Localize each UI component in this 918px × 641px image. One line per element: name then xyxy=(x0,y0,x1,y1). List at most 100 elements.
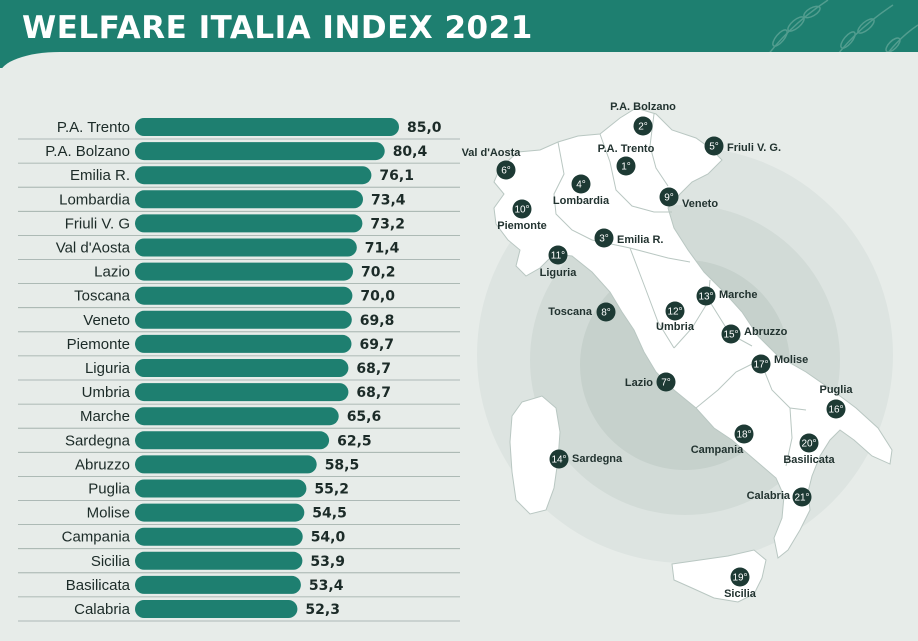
bar xyxy=(135,310,352,329)
bar-row: Marche 65,6 xyxy=(18,407,460,429)
rank-label: 16° xyxy=(828,405,843,416)
category-label: Friuli V. G xyxy=(65,215,130,232)
region-marker: 16° Puglia xyxy=(819,384,853,419)
italy-map: 2° P.A. Bolzano 1° P.A. Trento 5° Friuli V. G… xyxy=(462,101,893,603)
rank-badge xyxy=(571,174,591,194)
rank-label: 7° xyxy=(661,378,671,389)
rank-badge xyxy=(496,160,516,180)
region-label: P.A. Trento xyxy=(598,143,655,155)
region-label: Lombardia xyxy=(553,195,610,207)
rank-label: 2° xyxy=(638,122,648,133)
header-banner: WELFARE ITALIA INDEX 2021 xyxy=(0,0,918,68)
bar-row: Sicilia 53,9 xyxy=(18,551,460,574)
region-marker: 5° Friuli V. G. xyxy=(704,136,781,156)
bar-row: Friuli V. G 73,2 xyxy=(18,214,460,236)
region-label: Val d'Aosta xyxy=(462,147,522,159)
region-label: Liguria xyxy=(540,267,578,279)
bar-row: Lazio 70,2 xyxy=(18,262,460,285)
rank-badge xyxy=(549,449,569,469)
bar-row: Piemonte 69,7 xyxy=(18,334,460,357)
rank-badge xyxy=(594,228,614,248)
rank-badge xyxy=(826,399,846,419)
region-label: Lazio xyxy=(625,377,653,389)
category-label: Sardegna xyxy=(65,432,131,449)
region-marker: 7° Lazio xyxy=(625,372,676,392)
category-label: Val d'Aosta xyxy=(56,240,131,257)
rank-badge xyxy=(734,424,754,444)
region-label: Abruzzo xyxy=(744,326,788,338)
region-label: Molise xyxy=(774,354,808,366)
value-label: 73,2 xyxy=(370,216,405,232)
region-label: Piemonte xyxy=(497,220,547,232)
region-label: Puglia xyxy=(819,384,853,396)
value-label: 62,5 xyxy=(337,433,372,449)
region-marker: 2° P.A. Bolzano xyxy=(610,101,676,136)
rank-label: 1° xyxy=(621,162,631,173)
rank-badge xyxy=(730,567,750,587)
rank-badge xyxy=(512,199,532,219)
region-label: Marche xyxy=(719,289,758,301)
value-label: 68,7 xyxy=(356,385,391,401)
rank-label: 9° xyxy=(664,193,674,204)
category-label: Piemonte xyxy=(67,336,130,353)
rank-label: 20° xyxy=(801,439,816,450)
category-label: Molise xyxy=(87,505,130,522)
bar xyxy=(135,407,339,426)
region-marker: 3° Emilia R. xyxy=(594,228,663,248)
rank-badge xyxy=(659,187,679,207)
region-label: Calabria xyxy=(747,490,791,502)
category-label: P.A. Trento xyxy=(57,119,130,136)
page-title: WELFARE ITALIA INDEX 2021 xyxy=(22,10,533,46)
bar xyxy=(135,503,305,522)
category-label: Calabria xyxy=(74,601,131,618)
value-label: 85,0 xyxy=(407,120,442,136)
bar xyxy=(135,334,352,353)
bar xyxy=(135,142,385,161)
rank-badge xyxy=(665,301,685,321)
value-label: 70,0 xyxy=(360,289,395,305)
rank-badge xyxy=(704,136,724,156)
bar xyxy=(135,190,363,209)
rank-label: 5° xyxy=(709,142,719,153)
rank-label: 8° xyxy=(601,308,611,319)
bar-row: P.A. Bolzano 80,4 xyxy=(18,142,460,164)
bar-row: Umbria 68,7 xyxy=(18,383,460,405)
value-label: 53,4 xyxy=(309,578,344,594)
rank-badge xyxy=(596,302,616,322)
value-label: 65,6 xyxy=(347,409,382,425)
region-marker: 11° Liguria xyxy=(540,245,578,279)
value-label: 52,3 xyxy=(305,602,340,618)
category-label: Lombardia xyxy=(59,191,131,208)
category-label: Marche xyxy=(80,408,130,425)
region-marker: 6° Val d'Aosta xyxy=(462,147,522,180)
rank-badge xyxy=(656,372,676,392)
value-label: 68,7 xyxy=(356,361,391,377)
region-label: Umbria xyxy=(656,321,695,333)
region-marker: 21°Calabria xyxy=(747,487,812,507)
region-marker: 4° Lombardia xyxy=(553,174,610,207)
rank-badge xyxy=(548,245,568,265)
region-marker: 10° Piemonte xyxy=(497,199,547,232)
region-label: P.A. Bolzano xyxy=(610,101,676,113)
rank-label: 19° xyxy=(732,573,747,584)
category-label: Lazio xyxy=(94,264,130,281)
category-label: Umbria xyxy=(82,384,131,401)
bar xyxy=(135,118,399,136)
rank-label: 4° xyxy=(576,180,586,191)
bar-row: Abruzzo 58,5 xyxy=(18,455,460,477)
region-marker: 14° Sardegna xyxy=(549,449,623,469)
value-label: 54,0 xyxy=(311,530,346,546)
category-label: P.A. Bolzano xyxy=(45,143,130,160)
category-label: Puglia xyxy=(88,481,130,498)
bar xyxy=(135,479,307,498)
bar xyxy=(135,383,349,402)
bar-row: Puglia 55,2 xyxy=(18,479,460,501)
region-label: Veneto xyxy=(682,198,718,210)
rank-label: 17° xyxy=(753,360,768,371)
bar-row: Sardegna 62,5 xyxy=(18,431,460,453)
region-label: Emilia R. xyxy=(617,234,663,246)
category-label: Abruzzo xyxy=(75,456,130,473)
bar xyxy=(135,166,372,185)
rank-label: 21° xyxy=(794,493,809,504)
rank-label: 14° xyxy=(551,455,566,466)
